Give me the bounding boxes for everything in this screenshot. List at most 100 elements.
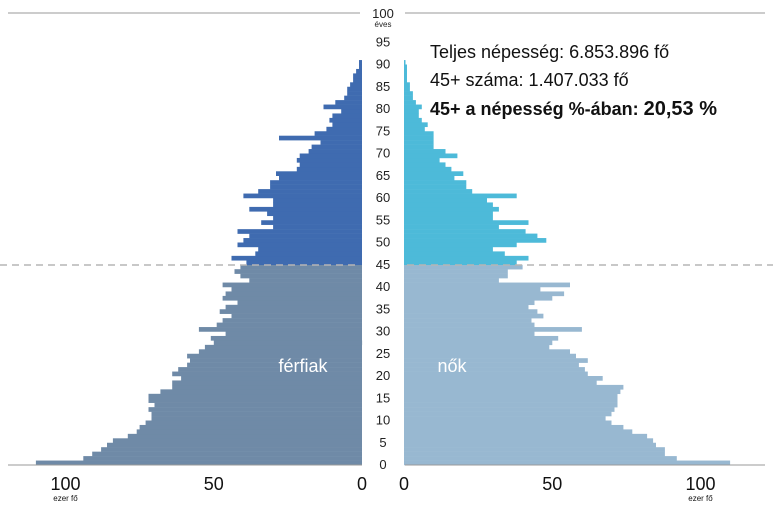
age-tick-5: 5 xyxy=(379,435,386,450)
bar-female-age-68 xyxy=(404,157,440,163)
bar-male-age-9 xyxy=(145,420,362,426)
bar-male-age-24 xyxy=(187,353,362,359)
bar-male-age-29 xyxy=(225,331,362,337)
bar-female-age-8 xyxy=(404,424,624,430)
bar-male-age-7 xyxy=(136,429,362,435)
bar-male-age-46 xyxy=(231,255,362,261)
bar-male-age-0 xyxy=(35,460,363,466)
bar-male-age-66 xyxy=(296,166,362,172)
bar-female-age-75 xyxy=(404,126,425,132)
bar-male-age-76 xyxy=(332,122,362,128)
bar-female-age-90 xyxy=(404,60,406,65)
total-population-label: Teljes népesség: 6.853.896 fő xyxy=(430,42,670,62)
bar-male-age-28 xyxy=(210,335,362,341)
age-tick-25: 25 xyxy=(376,346,390,361)
bar-female-age-72 xyxy=(404,140,434,145)
bar-female-age-58 xyxy=(404,202,493,208)
age-tick-60: 60 xyxy=(376,190,390,205)
bar-female-age-76 xyxy=(404,122,428,128)
bar-female-age-37 xyxy=(404,295,553,301)
bar-female-age-44 xyxy=(404,264,523,270)
over45-share-label: 45+ a népesség %-ában: 20,53 % xyxy=(430,98,717,121)
age-tick-20: 20 xyxy=(376,368,390,383)
bar-male-age-55 xyxy=(273,215,362,221)
bar-male-age-19 xyxy=(181,376,362,381)
bar-male-age-43 xyxy=(234,269,362,274)
bar-female-age-40 xyxy=(404,282,570,288)
bar-female-age-86 xyxy=(404,77,407,83)
bar-male-age-49 xyxy=(237,242,362,248)
bar-male-age-58 xyxy=(273,202,362,208)
over45-share-prefix: 45+ a népesség %-ában: xyxy=(430,99,644,119)
bar-male-age-54 xyxy=(261,220,362,225)
bar-male-age-20 xyxy=(172,371,362,377)
bar-female-age-48 xyxy=(404,246,493,252)
bar-male-age-50 xyxy=(243,238,362,243)
age-tick-0: 0 xyxy=(379,457,386,472)
bar-female-age-83 xyxy=(404,91,413,96)
bar-male-age-67 xyxy=(299,162,362,168)
bar-female-age-26 xyxy=(404,344,550,350)
bar-male-age-32 xyxy=(222,318,362,323)
bar-female-age-82 xyxy=(404,95,413,101)
bar-female-age-24 xyxy=(404,353,576,359)
bar-male-age-25 xyxy=(198,349,362,354)
bar-male-age-39 xyxy=(231,287,362,292)
bar-male-age-81 xyxy=(335,100,362,105)
bar-female-age-11 xyxy=(404,411,612,417)
bar-female-age-63 xyxy=(404,180,467,185)
bar-female-age-39 xyxy=(404,287,541,292)
bar-female-age-62 xyxy=(404,184,467,190)
bar-female-age-0 xyxy=(404,460,731,466)
bar-female-age-6 xyxy=(404,433,648,439)
bar-male-age-47 xyxy=(255,251,362,257)
bar-female-age-55 xyxy=(404,215,493,221)
bar-female-age-71 xyxy=(404,144,434,150)
bar-female-age-64 xyxy=(404,175,455,181)
bar-male-age-44 xyxy=(240,264,362,270)
bar-male-age-31 xyxy=(216,322,362,328)
bar-female-age-70 xyxy=(404,149,446,154)
bar-male-age-80 xyxy=(323,104,362,110)
bar-male-age-34 xyxy=(219,309,362,314)
bar-female-age-14 xyxy=(404,398,618,403)
bar-male-age-68 xyxy=(296,157,362,163)
bar-male-age-41 xyxy=(249,278,362,283)
bar-female-age-1 xyxy=(404,456,677,461)
series-label-male: férfiak xyxy=(278,356,328,376)
bar-female-age-31 xyxy=(404,322,535,328)
bar-female-age-3 xyxy=(404,447,665,452)
bar-female-age-34 xyxy=(404,309,538,314)
bar-male-age-75 xyxy=(326,126,362,132)
bar-female-age-89 xyxy=(404,64,407,70)
age-unit-label: éves xyxy=(375,20,392,29)
bar-male-age-89 xyxy=(359,64,362,70)
bar-male-age-42 xyxy=(240,273,362,279)
bar-female-age-4 xyxy=(404,442,656,448)
bar-female-age-61 xyxy=(404,189,473,194)
bar-female-age-38 xyxy=(404,291,565,297)
bar-male-age-26 xyxy=(204,344,362,350)
bar-male-age-17 xyxy=(172,384,362,390)
age-tick-45: 45 xyxy=(376,257,390,272)
bar-female-age-49 xyxy=(404,242,517,248)
bar-female-age-21 xyxy=(404,367,585,372)
age-tick-top: 100 xyxy=(372,6,394,21)
x-unit-right: ezer fő xyxy=(688,494,713,503)
bar-male-age-11 xyxy=(151,411,362,417)
bar-male-age-74 xyxy=(314,131,362,136)
bar-male-age-82 xyxy=(344,95,362,101)
bar-female-age-51 xyxy=(404,233,538,239)
x-tick-right-100: 100 xyxy=(685,474,715,494)
bar-female-age-79 xyxy=(404,109,419,114)
bar-male-age-2 xyxy=(92,451,362,457)
bar-male-age-87 xyxy=(353,73,362,79)
bar-female-age-27 xyxy=(404,340,553,346)
over45-count-label: 45+ száma: 1.407.033 fő xyxy=(430,70,629,90)
bar-male-age-78 xyxy=(332,113,362,119)
age-tick-75: 75 xyxy=(376,123,390,138)
bar-male-age-23 xyxy=(190,358,362,363)
bar-female-age-29 xyxy=(404,331,535,337)
x-unit-left: ezer fő xyxy=(53,494,78,503)
bar-male-age-83 xyxy=(347,91,362,96)
